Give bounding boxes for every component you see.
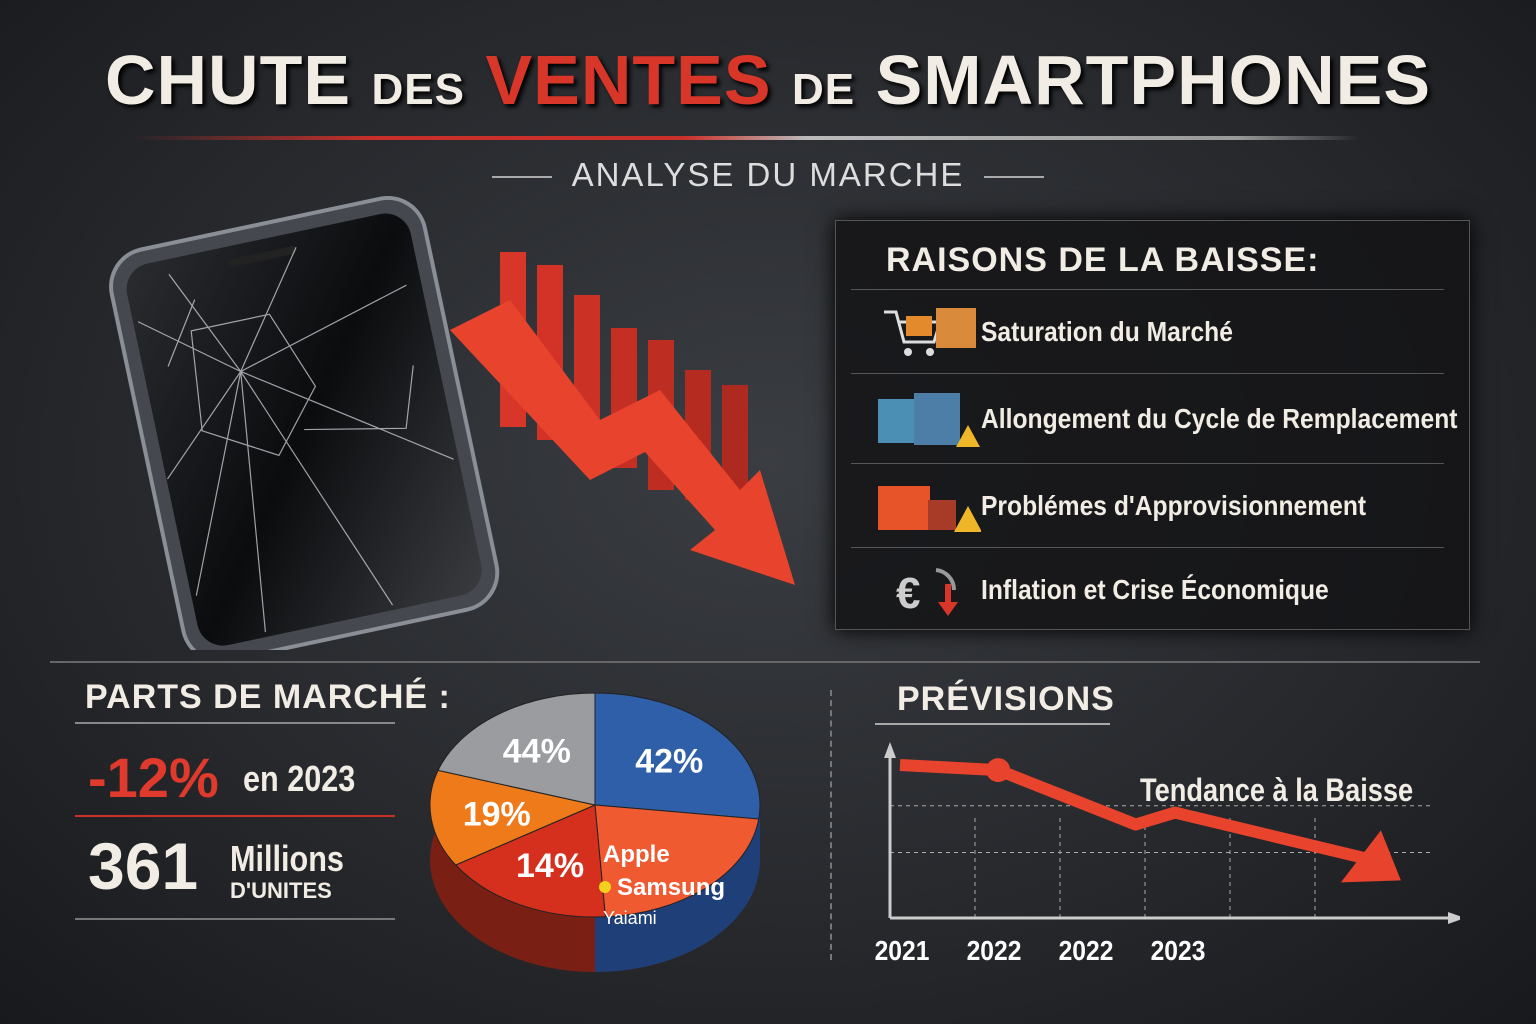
legend-label: Yaiami — [603, 908, 657, 928]
market-share-pie-chart: 42% 14% 19% 44% Apple Samsung Yaiami — [429, 692, 761, 972]
luggage-warning-icon — [876, 389, 981, 449]
euro-down-icon: € — [876, 560, 981, 620]
down-arrow-icon — [450, 300, 795, 585]
x-tick-label: 2021 — [875, 935, 930, 967]
svg-text:€: € — [896, 569, 920, 618]
subtitle-text: ANALYSE DU MARCHE — [571, 156, 965, 193]
title-word: CHUTE — [104, 41, 352, 119]
data-point — [986, 758, 1011, 783]
section-divider — [830, 690, 832, 960]
subtitle: ANALYSE DU MARCHE — [0, 156, 1536, 194]
pie-slice-label: 44% — [503, 733, 571, 771]
forecast-heading: PRÉVISIONS — [897, 680, 1115, 718]
reason-item: Saturation du Marché — [851, 289, 1444, 373]
title-word-highlight: VENTES — [485, 41, 772, 119]
x-axis-arrow-icon — [1448, 912, 1460, 924]
units-value: 361 — [88, 829, 199, 903]
divider — [75, 815, 395, 817]
pie-slice-label: 42% — [635, 743, 703, 781]
reason-item: Problémes d'Approvisionnement — [851, 463, 1444, 547]
title-divider — [130, 136, 1360, 140]
title-word: SMARTPHONES — [875, 41, 1432, 119]
shopping-cart-icon — [876, 302, 981, 362]
x-tick-label: 2023 — [1151, 935, 1206, 967]
pie-slice-label: 19% — [463, 795, 531, 833]
broken-phone-illustration — [109, 195, 795, 650]
divider — [75, 918, 395, 920]
legend-label: Samsung — [617, 874, 725, 901]
section-divider — [50, 661, 1480, 663]
pie-slice — [437, 692, 596, 806]
sales-change-year: en 2023 — [243, 758, 356, 799]
page-title: CHUTE DES VENTES DE SMARTPHONES — [0, 40, 1536, 120]
pie-slice — [594, 692, 761, 820]
legend-label: Apple — [603, 841, 670, 868]
title-word: DE — [791, 65, 856, 114]
forecast-line-chart: 2021 2022 2022 2023 — [875, 742, 1460, 967]
units-sublabel: D'UNITES — [230, 878, 332, 903]
pie-slice — [454, 804, 606, 918]
divider — [875, 723, 1110, 725]
pie-slice — [429, 769, 597, 866]
trend-annotation: Tendance à la Baisse — [1140, 772, 1414, 808]
y-axis-arrow-icon — [884, 742, 896, 758]
trend-arrow-icon — [1340, 830, 1401, 883]
reason-label: Allongement du Cycle de Remplacement — [981, 402, 1458, 434]
reason-label: Inflation et Crise Économique — [981, 573, 1329, 605]
reason-item: € Inflation et Crise Économique — [851, 547, 1444, 631]
reasons-heading: RAISONS DE LA BAISSE: — [886, 241, 1320, 279]
divider — [75, 722, 395, 724]
pie-slice — [594, 804, 760, 918]
smartphone-icon — [109, 195, 500, 650]
reason-label: Saturation du Marché — [981, 315, 1233, 347]
market-share-heading: PARTS DE MARCHÉ : — [85, 678, 451, 716]
x-tick-label: 2022 — [967, 935, 1022, 967]
pie-slice-label: 14% — [516, 847, 584, 885]
x-tick-label: 2022 — [1059, 935, 1114, 967]
title-word: DES — [371, 65, 465, 114]
sales-change: -12% — [88, 746, 219, 809]
trend-line — [899, 759, 1368, 865]
units-label: Millions — [230, 838, 344, 879]
reason-label: Problémes d'Approvisionnement — [981, 489, 1367, 521]
legend-marker — [599, 881, 611, 893]
reason-item: Allongement du Cycle de Remplacement — [851, 373, 1457, 463]
reasons-panel: RAISONS DE LA BAISSE: Saturation du Marc… — [835, 220, 1470, 630]
container-warning-icon — [876, 476, 982, 536]
